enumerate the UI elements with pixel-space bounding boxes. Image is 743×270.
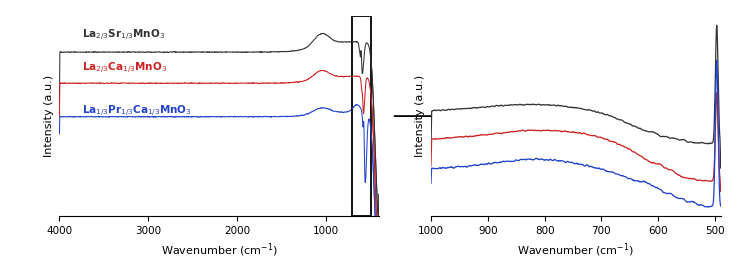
Text: La$_{2/3}$Sr$_{1/3}$MnO$_3$: La$_{2/3}$Sr$_{1/3}$MnO$_3$ xyxy=(82,28,165,43)
X-axis label: Wavenumber (cm$^{-1}$): Wavenumber (cm$^{-1}$) xyxy=(160,241,278,259)
Bar xyxy=(352,16,371,216)
Text: La$_{1/3}$Pr$_{1/3}$Ca$_{1/3}$MnO$_3$: La$_{1/3}$Pr$_{1/3}$Ca$_{1/3}$MnO$_3$ xyxy=(82,104,192,119)
Y-axis label: Intensity (a.u.): Intensity (a.u.) xyxy=(44,75,54,157)
Y-axis label: Intensity (a.u.): Intensity (a.u.) xyxy=(415,75,426,157)
X-axis label: Wavenumber (cm$^{-1}$): Wavenumber (cm$^{-1}$) xyxy=(517,241,635,259)
Text: La$_{2/3}$Ca$_{1/3}$MnO$_3$: La$_{2/3}$Ca$_{1/3}$MnO$_3$ xyxy=(82,61,166,76)
